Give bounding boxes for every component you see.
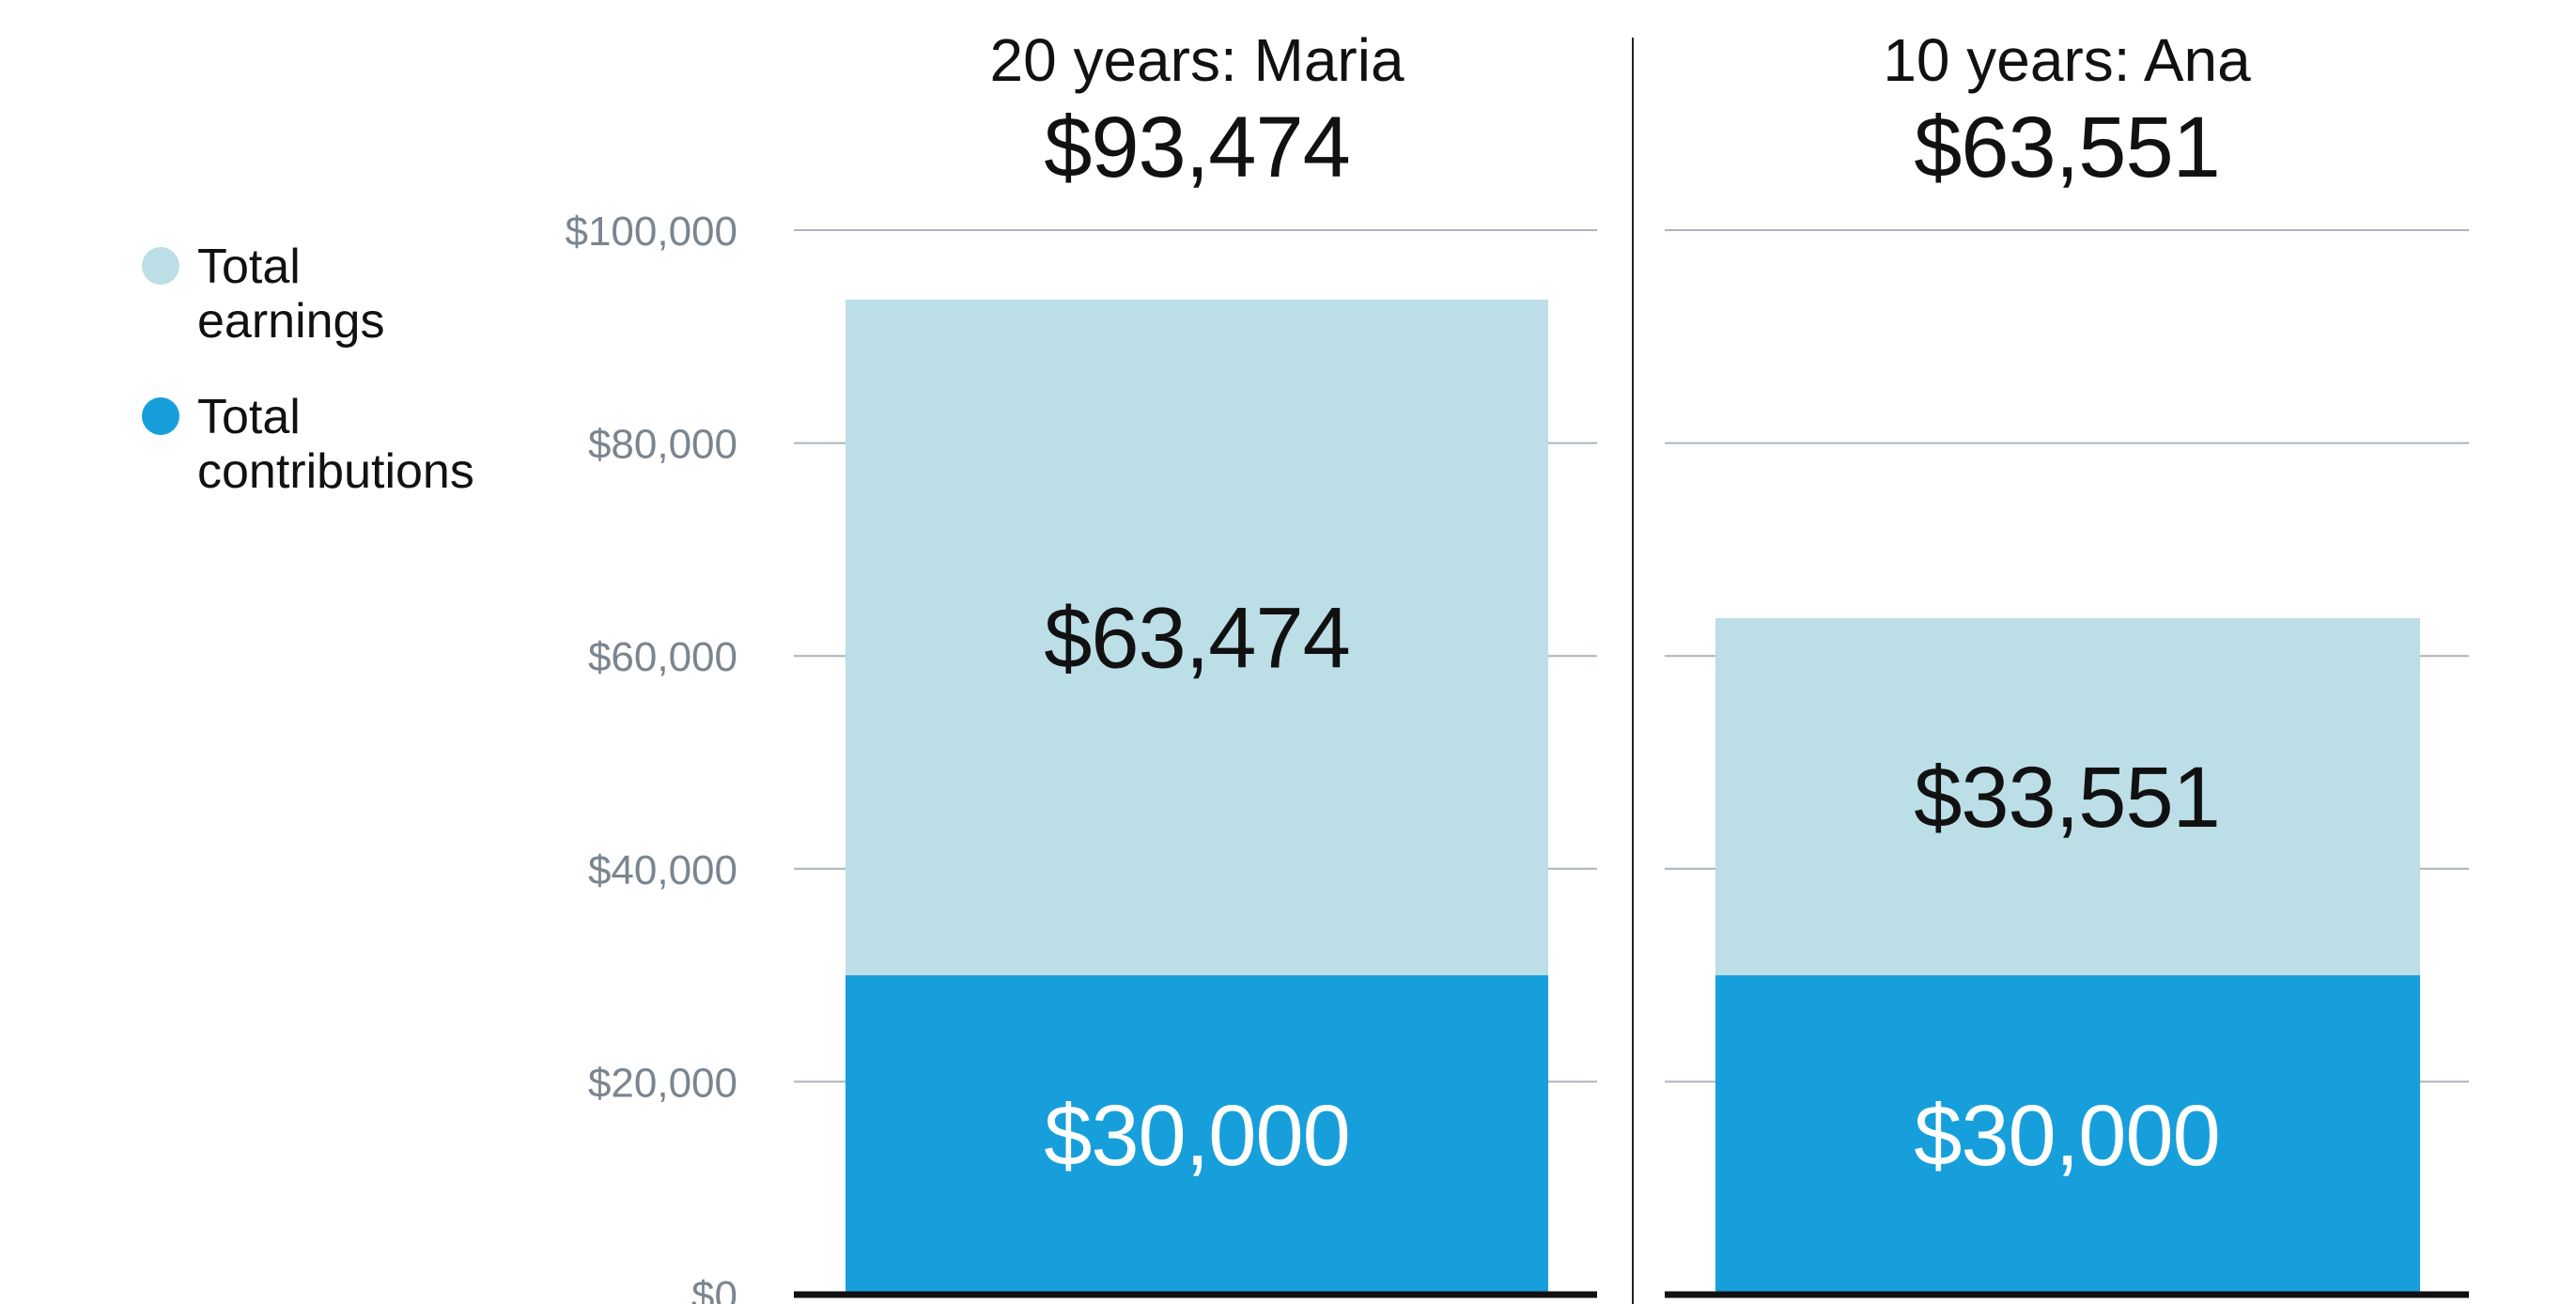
legend-label-line2: earnings [197, 294, 384, 349]
bar-segment-contributions [846, 975, 1548, 1295]
legend-swatch-contributions [142, 397, 179, 435]
y-tick-label: $100,000 [565, 209, 737, 255]
y-tick-label: $40,000 [588, 847, 737, 893]
y-tick-label: $80,000 [588, 422, 737, 468]
legend-label-line1: Total [197, 240, 301, 294]
contributions-value-label: $30,000 [1914, 1088, 2220, 1184]
legend-label-line1: Total [197, 390, 301, 444]
y-tick-label: $0 [691, 1273, 737, 1304]
panel-total-value: $63,551 [1914, 100, 2220, 195]
legend-swatch-earnings [142, 247, 179, 285]
panel-title: 20 years: Maria [989, 26, 1404, 94]
panel-title: 10 years: Ana [1883, 26, 2251, 94]
panel-total-value: $93,474 [1044, 100, 1350, 195]
y-tick-label: $60,000 [588, 634, 737, 680]
contributions-value-label: $30,000 [1044, 1088, 1350, 1184]
legend-label-line2: contributions [197, 444, 474, 499]
y-tick-label: $20,000 [588, 1060, 737, 1106]
bar-segment-contributions [1715, 975, 2420, 1295]
bar-segment-earnings [846, 299, 1548, 976]
earnings-value-label: $33,551 [1914, 750, 2220, 846]
earnings-value-label: $63,474 [1044, 591, 1350, 687]
bar-segment-earnings [1715, 617, 2420, 976]
